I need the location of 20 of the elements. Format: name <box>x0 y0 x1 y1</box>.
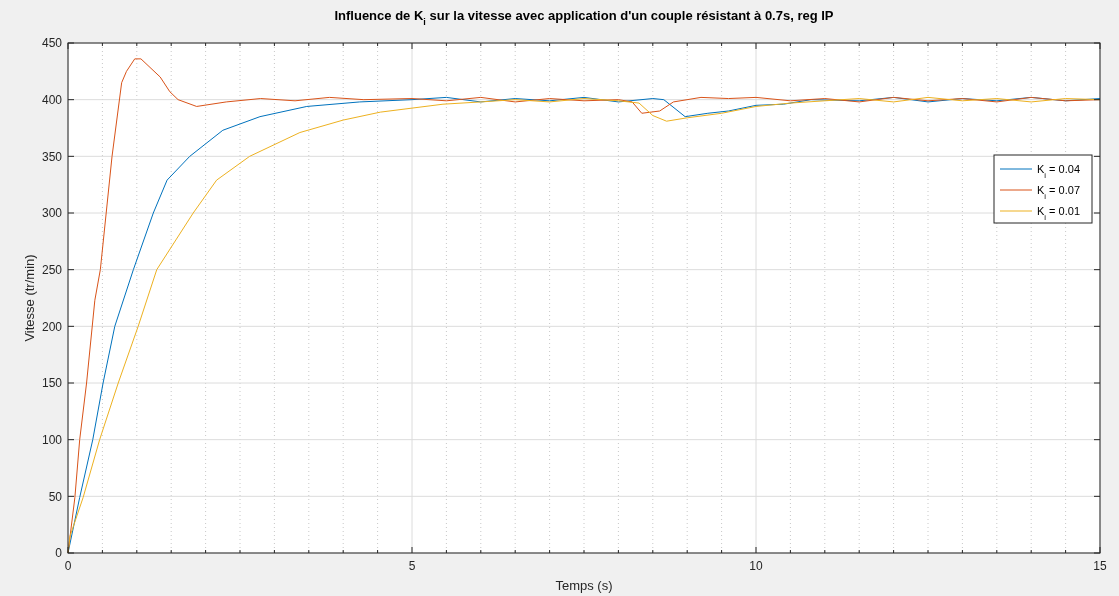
x-tick-label: 5 <box>408 559 416 573</box>
chart-title: Influence de K$_{i}$ sur la vitesse avec application d'un couple résistant à 0.7s, reg IP <box>334 8 834 27</box>
y-tick-label: 300 <box>41 206 63 221</box>
y-tick-label: 450 <box>41 36 63 51</box>
y-tick-label: 200 <box>41 319 63 334</box>
y-tick-label: 150 <box>41 376 63 391</box>
y-tick-label: 400 <box>41 92 63 107</box>
x-axis-title: Temps (s) <box>555 578 613 593</box>
y-tick-label: 50 <box>48 489 63 504</box>
y-tick-label: 0 <box>55 546 63 561</box>
y-tick-label: 350 <box>41 149 63 164</box>
y-axis-title: Vitesse (tr/min) <box>22 254 37 342</box>
y-tick-label: 100 <box>41 432 63 447</box>
x-tick-label: 15 <box>1093 559 1107 573</box>
x-tick-label: 0 <box>64 559 72 573</box>
legend-label: K$_{i}$ = 0.01 <box>1037 204 1081 222</box>
legend-label: K$_{i}$ = 0.04 <box>1037 162 1081 180</box>
x-tick-label: 10 <box>749 559 763 573</box>
y-tick-label: 250 <box>41 262 63 277</box>
legend-label: K$_{i}$ = 0.07 <box>1037 183 1081 201</box>
